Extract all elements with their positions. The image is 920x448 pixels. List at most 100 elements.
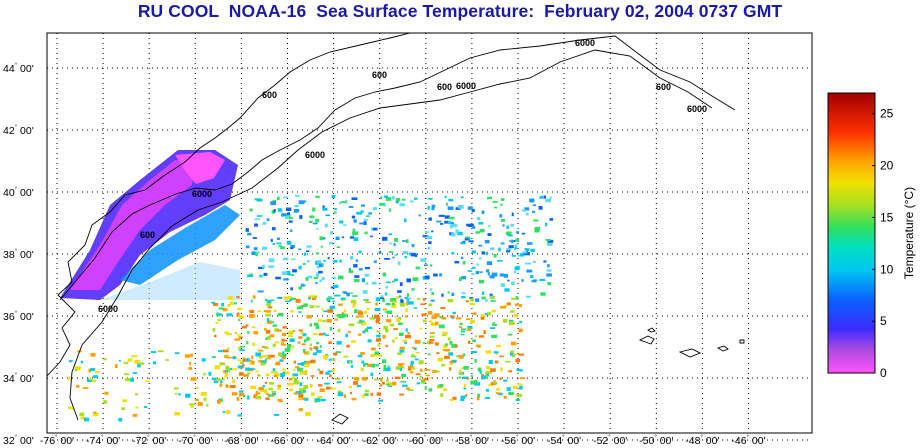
sst-pixel <box>514 247 517 250</box>
latitude-labels: 44° 00' 42° 00' 40° 00' 38° 00' 36° 00' 34° 0… <box>3 63 34 447</box>
sst-pixel <box>391 304 397 308</box>
sst-pixel <box>474 358 477 363</box>
coastline <box>47 33 745 425</box>
sst-pixel <box>462 261 466 265</box>
sst-pixel <box>416 297 421 300</box>
sst-pixel <box>271 391 276 394</box>
sst-pixel <box>513 240 516 242</box>
sst-pixel <box>270 299 275 301</box>
sst-pixel <box>371 363 376 368</box>
sst-pixel <box>460 256 464 259</box>
sst-pixel <box>325 371 330 375</box>
sst-pixel <box>335 314 338 317</box>
sst-pixel <box>400 299 404 304</box>
sst-pixel <box>68 359 73 363</box>
isobath-label: 6000 <box>687 104 707 114</box>
sst-pixel <box>323 332 326 335</box>
sst-pixel <box>502 224 505 227</box>
sst-pixel <box>300 332 304 334</box>
sst-pixel <box>249 368 256 370</box>
sst-pixel <box>74 369 78 372</box>
sst-pixel <box>371 281 377 285</box>
sst-pixel <box>399 203 405 207</box>
sst-pixel <box>406 298 409 302</box>
sst-pixel <box>266 299 272 304</box>
sst-pixel <box>257 374 261 377</box>
sst-pixel <box>401 373 407 378</box>
sst-pixel <box>481 375 486 380</box>
sst-pixel <box>277 387 281 390</box>
sst-pixel <box>466 223 473 227</box>
sst-pixel <box>256 215 263 217</box>
sst-pixel <box>385 303 391 306</box>
sst-pixel <box>103 400 107 404</box>
sst-pixel <box>232 379 235 384</box>
sst-pixel <box>395 366 401 370</box>
sst-pixel <box>82 387 89 389</box>
sst-pixel <box>394 278 398 282</box>
sst-pixel <box>310 375 315 377</box>
sst-pixel <box>288 330 293 333</box>
sst-pixel <box>519 377 526 379</box>
sst-pixel <box>364 231 368 235</box>
sst-pixel <box>427 311 433 315</box>
sst-pixel <box>318 384 323 387</box>
sst-pixel <box>461 276 466 280</box>
sst-pixel <box>224 331 229 335</box>
sst-pixel <box>348 270 354 274</box>
sst-pixel <box>481 291 485 295</box>
sst-pixel <box>153 361 156 365</box>
sst-pixel <box>184 354 191 358</box>
sst-pixel <box>526 269 533 273</box>
isobath-label: 6000 <box>575 38 595 48</box>
sst-pixel <box>333 284 339 288</box>
sst-pixel <box>298 336 303 339</box>
sst-pixel <box>462 240 466 243</box>
sst-pixel <box>304 373 308 375</box>
sst-pixel <box>428 388 433 392</box>
sst-pixel <box>288 220 293 223</box>
sst-pixel <box>90 352 96 357</box>
sst-pixel <box>312 333 319 335</box>
sst-pixel <box>341 236 345 239</box>
sst-pixel <box>262 385 265 387</box>
sst-pixel <box>366 308 370 310</box>
sst-pixel <box>451 360 457 363</box>
sst-pixel <box>481 296 486 300</box>
sst-pixel <box>441 316 446 320</box>
sst-pixel <box>238 390 244 393</box>
sst-imagery <box>60 150 554 422</box>
sst-pixel <box>547 239 554 243</box>
sst-pixel <box>196 387 199 389</box>
sst-pixel <box>449 224 453 229</box>
sst-pixel <box>358 311 364 315</box>
sst-pixel <box>265 358 268 361</box>
sst-pixel <box>249 208 253 212</box>
sst-pixel <box>420 303 426 305</box>
sst-pixel <box>440 307 446 310</box>
sst-pixel <box>267 354 273 357</box>
sst-pixel <box>263 272 268 276</box>
sst-pixel <box>431 207 435 211</box>
sst-pixel <box>122 399 128 403</box>
sst-pixel <box>402 339 407 343</box>
sst-pixel <box>494 360 499 364</box>
sst-pixel <box>327 295 332 298</box>
sst-pixel <box>457 231 463 236</box>
colorbar-tick-label: 10 <box>880 262 894 276</box>
sst-pixel <box>368 212 372 215</box>
sst-pixel <box>270 238 273 242</box>
sst-pixel <box>237 359 242 362</box>
sst-pixel <box>307 260 310 263</box>
sst-pixel <box>92 375 98 379</box>
sst-pixel <box>279 399 283 403</box>
sst-pixel <box>507 333 513 336</box>
sst-pixel <box>304 397 308 399</box>
sst-pixel <box>306 360 311 364</box>
sst-pixel <box>415 352 420 354</box>
sst-pixel <box>485 388 489 392</box>
sst-pixel <box>341 312 344 316</box>
sst-pixel <box>303 349 306 353</box>
sst-pixel <box>418 361 422 365</box>
sst-pixel <box>289 338 295 342</box>
